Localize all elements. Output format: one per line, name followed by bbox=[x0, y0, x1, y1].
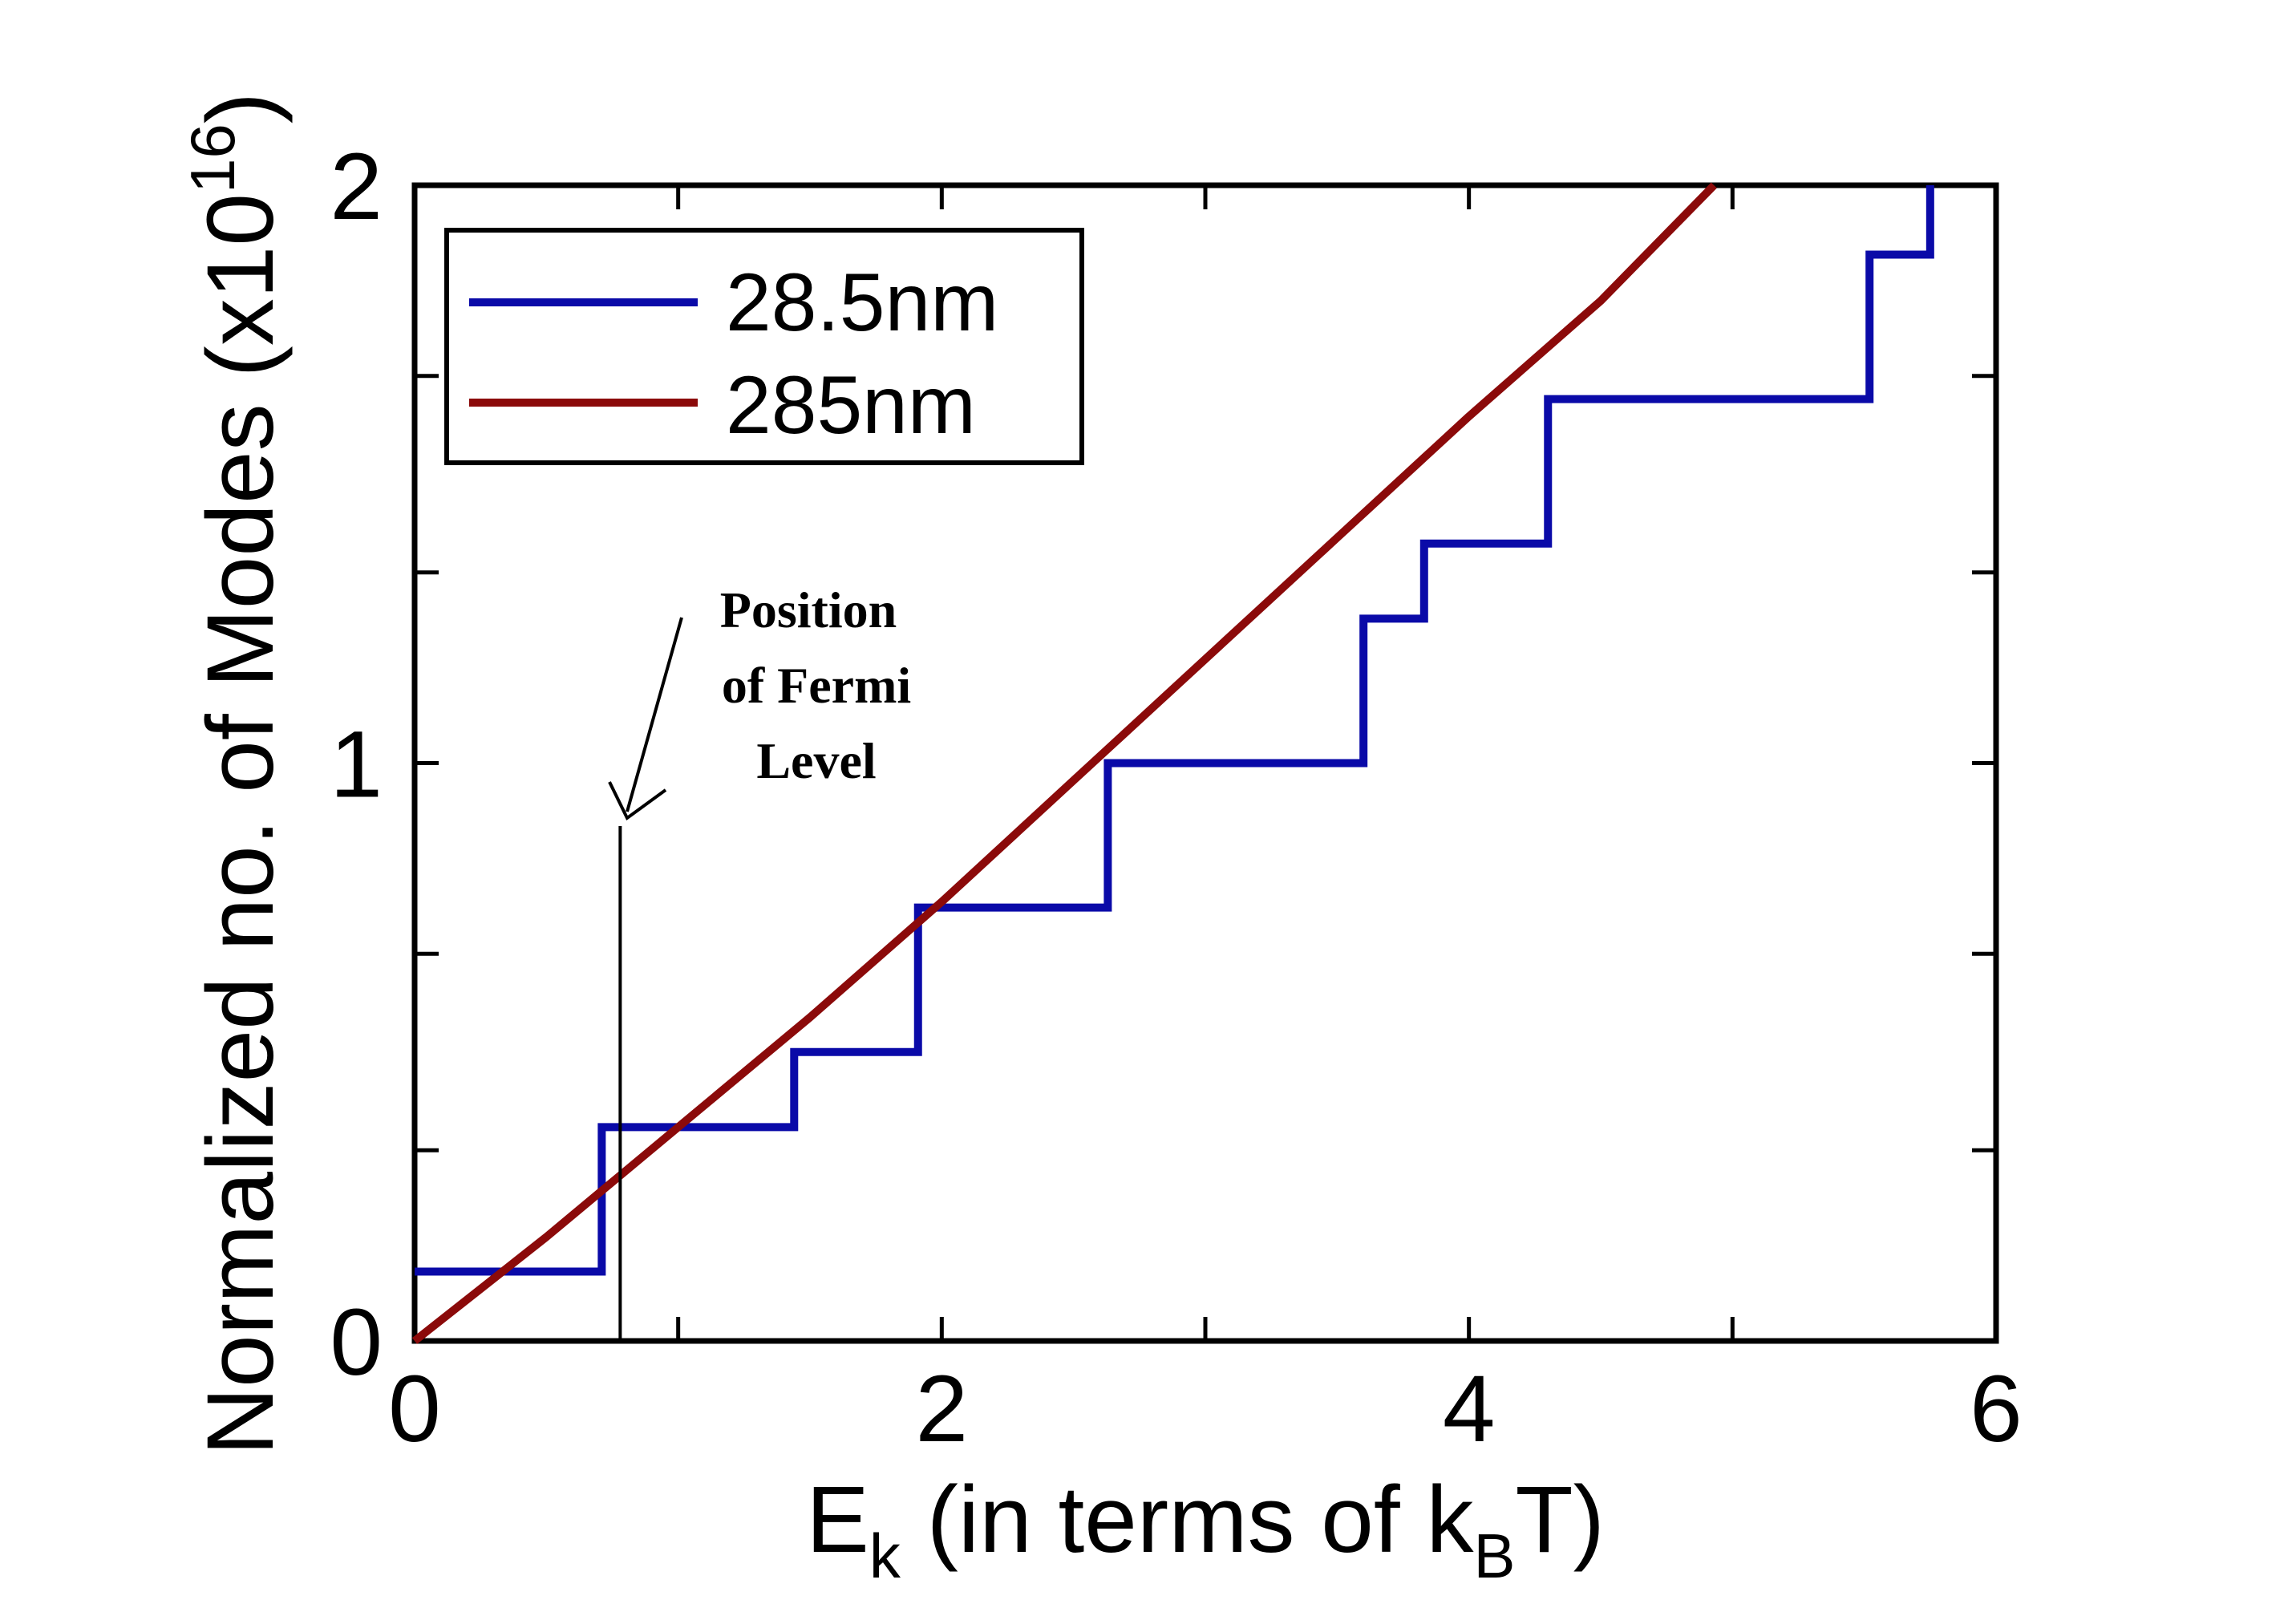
legend: 28.5nm 285nm bbox=[444, 228, 1084, 465]
y-tick-label: 1 bbox=[330, 712, 383, 818]
tick-labels: 0 2 4 6 0 1 2 bbox=[330, 134, 2022, 1462]
tick-marks bbox=[412, 183, 1998, 1343]
legend-label-28.5nm: 28.5nm bbox=[726, 257, 998, 348]
annotation-line-1: Position bbox=[720, 581, 897, 638]
y-tick-label: 0 bbox=[330, 1290, 383, 1395]
legend-label-285nm: 285nm bbox=[726, 359, 976, 451]
y-tick-label: 2 bbox=[330, 134, 383, 240]
annotation-line-3: Level bbox=[756, 732, 876, 789]
legend-box bbox=[444, 228, 1084, 465]
x-tick-label: 2 bbox=[916, 1356, 969, 1462]
annotation-arrowhead bbox=[608, 781, 667, 821]
x-tick-label: 4 bbox=[1443, 1356, 1496, 1462]
x-tick-label: 6 bbox=[1970, 1356, 2023, 1462]
annotation-arrow bbox=[626, 617, 683, 812]
series-line-285nm bbox=[411, 182, 1717, 1344]
x-tick-label: 0 bbox=[388, 1356, 441, 1462]
x-axis-label: Ek (in terms of kBT) bbox=[806, 1467, 1605, 1591]
series-line-28.5nm bbox=[415, 185, 1934, 1276]
y-axis-label: Normalized no. of Modes (x1016) bbox=[177, 92, 294, 1456]
annotation-line-2: of Fermi bbox=[722, 657, 911, 714]
